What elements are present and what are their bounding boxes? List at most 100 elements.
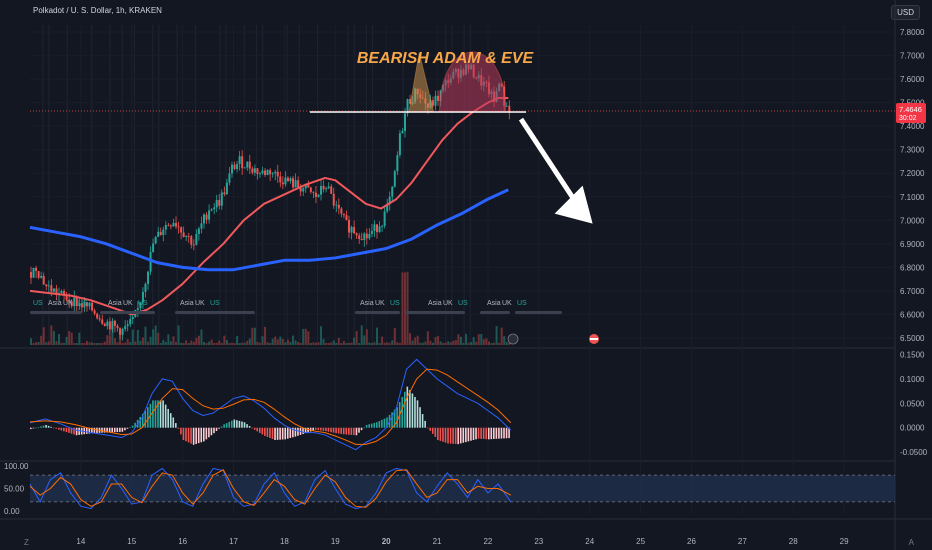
session-band	[451, 25, 453, 345]
volume-bar	[309, 342, 312, 345]
candle	[320, 185, 323, 195]
volume-bar	[342, 340, 345, 345]
eve-rounded-shape	[439, 51, 507, 113]
candle	[314, 192, 317, 197]
candle	[108, 321, 111, 330]
volume-bar	[223, 335, 226, 345]
volume-bar	[96, 343, 99, 345]
macd-histogram-bar	[327, 427, 330, 432]
price-tick-label: 7.0000	[900, 216, 925, 225]
candle	[50, 285, 53, 292]
candle	[251, 168, 254, 173]
candle	[162, 229, 165, 235]
candle	[309, 187, 312, 192]
candle	[129, 319, 132, 325]
macd-histogram-bar	[47, 425, 50, 428]
candle	[337, 204, 340, 209]
macd-histogram-bar	[134, 422, 136, 428]
candle	[246, 161, 249, 168]
session-band	[316, 25, 319, 345]
macd-histogram-bar	[177, 427, 180, 429]
volume-bar	[169, 341, 172, 345]
candle	[213, 207, 216, 210]
volume-bar	[124, 342, 127, 345]
slow-moving-average-line	[29, 188, 509, 272]
macd-histogram-bar	[192, 427, 195, 445]
session-band	[42, 25, 44, 345]
candle	[307, 184, 310, 188]
candle	[299, 187, 302, 192]
candle	[63, 290, 66, 295]
x-tick-label: 18	[280, 537, 289, 546]
candle	[124, 326, 127, 330]
candle	[398, 133, 401, 156]
session-bar	[100, 311, 155, 314]
pattern-label: BEARISH ADAM & EVE	[357, 50, 535, 67]
session-label: US	[33, 300, 43, 307]
candle	[236, 163, 239, 170]
volume-bar	[416, 335, 419, 345]
macd-histogram-bar	[493, 427, 495, 439]
volume-bar	[480, 333, 483, 345]
macd-tick-label: 0.1500	[900, 350, 925, 359]
stochastic-band	[30, 475, 895, 502]
volume-bar	[335, 342, 338, 345]
candle	[363, 233, 366, 241]
volume-bar	[391, 340, 394, 345]
candle	[406, 99, 409, 114]
last-price-badge	[896, 102, 926, 123]
macd-histogram-bar	[208, 427, 210, 438]
volume-bar	[149, 336, 152, 345]
volume-bar	[434, 337, 437, 345]
candle	[243, 167, 246, 169]
macd-histogram-bar	[103, 427, 106, 433]
macd-histogram-bar	[228, 421, 231, 428]
volume-bar	[368, 342, 371, 345]
macd-histogram-bar	[187, 427, 190, 443]
macd-histogram-bar	[55, 427, 58, 429]
macd-histogram-bar	[289, 427, 292, 438]
candle	[103, 323, 106, 326]
macd-histogram-bar	[365, 424, 368, 428]
macd-histogram-bar	[383, 418, 386, 428]
macd-histogram-bar	[37, 427, 40, 428]
candle	[355, 233, 358, 236]
currency-button[interactable]: USD	[891, 5, 920, 20]
last-price-value: 7.4646	[899, 105, 922, 114]
macd-histogram-bar	[32, 427, 35, 429]
candle	[238, 156, 241, 164]
macd-histogram-bar	[154, 400, 157, 428]
macd-histogram-bar	[360, 427, 363, 431]
volume-bar	[238, 342, 241, 345]
session-bar	[175, 311, 255, 314]
macd-histogram-bar	[83, 427, 86, 435]
session-label: Asia	[360, 300, 374, 307]
candle	[190, 236, 193, 245]
candle	[116, 325, 119, 329]
macd-histogram-bar	[220, 426, 223, 428]
macd-histogram-bar	[358, 427, 360, 433]
macd-histogram-bar	[350, 427, 353, 435]
volume-bar	[213, 342, 216, 345]
macd-histogram-bar	[444, 427, 447, 443]
macd-histogram-bar	[286, 427, 289, 439]
volume-bar	[431, 342, 434, 345]
volume-bar	[195, 337, 198, 345]
macd-histogram-bar	[70, 427, 73, 434]
candle	[269, 170, 272, 175]
volume-bar	[332, 340, 335, 345]
candle	[434, 95, 437, 106]
macd-histogram-bar	[144, 410, 147, 428]
volume-bar	[50, 325, 53, 345]
volume-bar	[253, 327, 256, 345]
auto-scale-button[interactable]: A	[908, 538, 914, 547]
session-label: US	[390, 300, 400, 307]
macd-histogram-bar	[355, 427, 358, 436]
volume-bar	[75, 342, 78, 345]
volume-bar	[215, 342, 218, 345]
macd-histogram-bar	[65, 427, 68, 433]
candle	[403, 113, 406, 132]
candle	[139, 302, 142, 309]
volume-bar	[482, 339, 485, 345]
